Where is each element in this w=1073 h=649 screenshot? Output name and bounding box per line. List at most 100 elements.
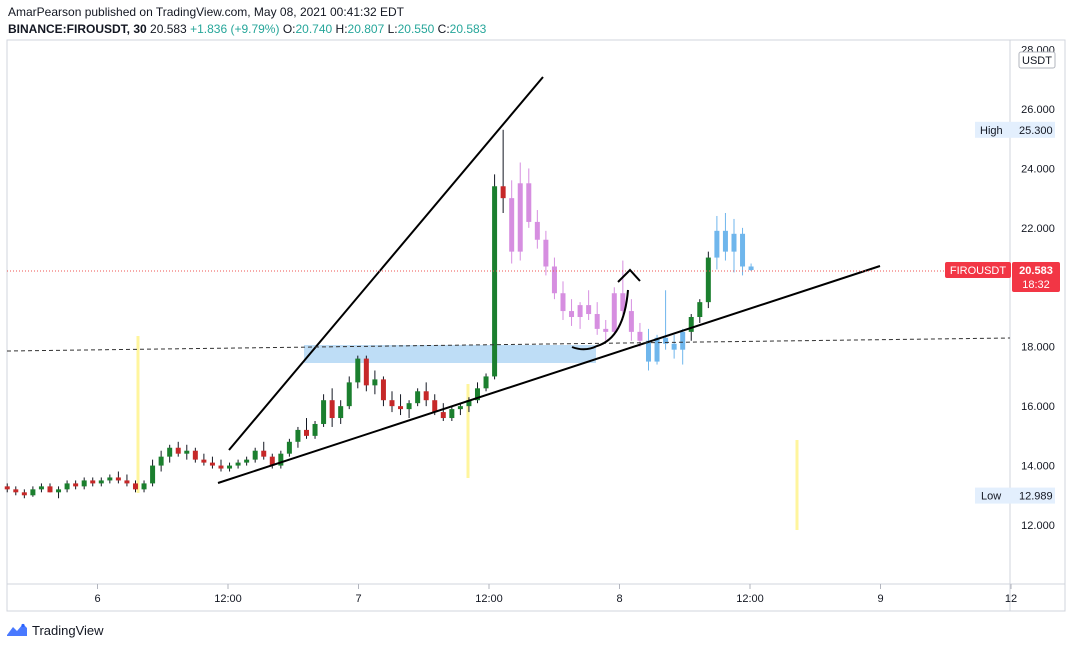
support-trendline[interactable] [217, 265, 881, 484]
candle-body[interactable] [150, 465, 156, 484]
candle-body[interactable] [654, 337, 660, 362]
candle-body[interactable] [415, 391, 421, 404]
candle-body[interactable] [748, 266, 754, 271]
candle-body[interactable] [286, 441, 292, 454]
candle-body[interactable] [132, 483, 138, 490]
candle-body[interactable] [4, 486, 10, 490]
candle-body[interactable] [184, 450, 190, 454]
candle-body[interactable] [235, 462, 241, 466]
candle-body[interactable] [620, 293, 626, 312]
candle-body[interactable] [47, 486, 53, 493]
candle-body[interactable] [363, 358, 369, 386]
candle-body[interactable] [398, 406, 404, 410]
candle-body[interactable] [543, 239, 549, 267]
candle-body[interactable] [569, 311, 575, 318]
candle-body[interactable] [244, 459, 250, 463]
candle-body[interactable] [389, 400, 395, 407]
candle-body[interactable] [517, 183, 523, 252]
candle-body[interactable] [705, 257, 711, 303]
candle-body[interactable] [13, 489, 19, 493]
horizontal-dashed-line[interactable] [6, 337, 1011, 352]
candle-body[interactable] [492, 186, 498, 377]
candle-body[interactable] [21, 492, 27, 496]
candle-body[interactable] [688, 317, 694, 332]
candle-body[interactable] [329, 400, 335, 419]
candle-body[interactable] [124, 480, 130, 484]
candle-body[interactable] [722, 230, 728, 252]
candle-body[interactable] [252, 450, 258, 460]
candle-body[interactable] [603, 328, 609, 332]
candle-body[interactable] [594, 314, 600, 329]
candle-body[interactable] [321, 400, 327, 424]
candle-body[interactable] [509, 198, 515, 252]
candle-body[interactable] [423, 391, 429, 401]
candle-body[interactable] [107, 477, 113, 481]
candle-body[interactable] [551, 266, 557, 294]
candle-body[interactable] [526, 183, 532, 222]
tradingview-logo[interactable]: TradingView [6, 621, 104, 639]
candle-body[interactable] [440, 412, 446, 419]
candle-body[interactable] [671, 343, 677, 350]
candle-body[interactable] [218, 465, 224, 469]
candle-body[interactable] [697, 302, 703, 318]
candle-body[interactable] [261, 450, 267, 457]
candle-body[interactable] [303, 429, 309, 436]
upper-trendline[interactable] [228, 76, 544, 451]
ohlc-legend: BINANCE:FIROUSDT, 30 20.583 +1.836 (+9.7… [8, 22, 487, 36]
candle-body[interactable] [534, 221, 540, 240]
candle-body[interactable] [474, 388, 480, 401]
candle-body[interactable] [158, 456, 164, 466]
candle-body[interactable] [338, 406, 344, 419]
candle-body[interactable] [30, 489, 36, 496]
candle-body[interactable] [680, 331, 686, 350]
candle-body[interactable] [192, 450, 198, 460]
candle-body[interactable] [81, 480, 87, 487]
candle-body[interactable] [167, 447, 173, 457]
candle-body[interactable] [278, 453, 284, 466]
candle-body[interactable] [586, 305, 592, 315]
candle-body[interactable] [295, 429, 301, 442]
candle-body[interactable] [449, 409, 455, 419]
candle-body[interactable] [64, 483, 70, 490]
candle-body[interactable] [645, 340, 651, 362]
candle-body[interactable] [355, 358, 361, 383]
candle-body[interactable] [637, 331, 643, 341]
candle-body[interactable] [457, 406, 463, 410]
candle-body[interactable] [740, 233, 746, 267]
candle-body[interactable] [432, 400, 438, 413]
candle-body[interactable] [466, 400, 472, 407]
candle-body[interactable] [141, 483, 147, 490]
candle-body[interactable] [731, 233, 737, 252]
candle-body[interactable] [175, 447, 181, 454]
candle-body[interactable] [714, 230, 720, 258]
candle-body[interactable] [201, 459, 207, 463]
low-label-box [975, 487, 1055, 504]
candle-body[interactable] [628, 311, 634, 332]
candle-body[interactable] [611, 293, 617, 332]
curved-arrow[interactable] [571, 289, 629, 351]
support-zone-rect[interactable] [304, 345, 596, 363]
candle-body[interactable] [73, 483, 79, 487]
candle-body[interactable] [380, 379, 386, 401]
candle-body[interactable] [209, 462, 215, 466]
candle-body[interactable] [269, 456, 275, 466]
candle-body[interactable] [483, 376, 489, 389]
candle-body[interactable] [312, 423, 318, 436]
candle-body[interactable] [663, 337, 669, 344]
currency-badge[interactable] [1018, 51, 1056, 69]
bar-countdown: 18:32 [1022, 279, 1050, 291]
candle-body[interactable] [38, 486, 44, 490]
candle-body[interactable] [56, 489, 62, 493]
candle-body[interactable] [227, 465, 233, 469]
candle-body[interactable] [115, 477, 121, 481]
candle-body[interactable] [577, 305, 583, 318]
candle-body[interactable] [406, 403, 412, 410]
candle-body[interactable] [346, 382, 352, 407]
candle-body[interactable] [560, 293, 566, 312]
candle-body[interactable] [98, 480, 104, 484]
candle-body[interactable] [372, 379, 378, 386]
price-labels: High 25.300 Low 12.989 FIROUSDT 20.583 18:32 [945, 121, 1060, 504]
candle-body[interactable] [500, 186, 506, 199]
candle-body[interactable] [90, 480, 96, 484]
